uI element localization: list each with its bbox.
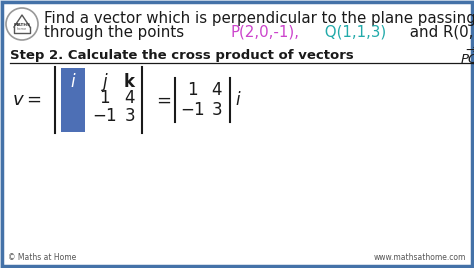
Text: Find a vector which is perpendicular to the plane passing: Find a vector which is perpendicular to … xyxy=(44,12,474,27)
Text: through the points: through the points xyxy=(44,24,189,39)
Text: P(2,0,-1),: P(2,0,-1), xyxy=(231,24,300,39)
Text: and R(0,-1,2).: and R(0,-1,2). xyxy=(405,24,474,39)
Bar xyxy=(61,68,85,132)
Text: $=$: $=$ xyxy=(153,91,171,109)
FancyBboxPatch shape xyxy=(5,5,469,263)
Text: $1$: $1$ xyxy=(187,81,199,99)
Text: Q(1,1,3): Q(1,1,3) xyxy=(320,24,386,39)
Text: $i$: $i$ xyxy=(235,91,242,109)
Text: $4$: $4$ xyxy=(211,81,223,99)
Text: $-1$: $-1$ xyxy=(92,107,118,125)
Polygon shape xyxy=(14,15,30,33)
Text: $v =$: $v =$ xyxy=(12,91,41,109)
Text: www.mathsathome.com: www.mathsathome.com xyxy=(374,253,466,262)
Text: $j$: $j$ xyxy=(101,71,109,93)
Text: $-1$: $-1$ xyxy=(181,101,206,119)
Text: $3$: $3$ xyxy=(211,101,223,119)
Text: $\overrightarrow{PQ}$: $\overrightarrow{PQ}$ xyxy=(459,45,474,67)
Text: MATHS: MATHS xyxy=(13,23,31,27)
Text: Step 2. Calculate the cross product of vectors: Step 2. Calculate the cross product of v… xyxy=(10,50,358,62)
Text: $4$: $4$ xyxy=(124,89,136,107)
FancyBboxPatch shape xyxy=(2,2,472,266)
Text: home: home xyxy=(17,28,27,32)
Text: $\mathbf{k}$: $\mathbf{k}$ xyxy=(123,73,137,91)
Text: © Maths at Home: © Maths at Home xyxy=(8,253,76,262)
Text: $i$: $i$ xyxy=(70,73,76,91)
Text: $3$: $3$ xyxy=(124,107,136,125)
Text: $1$: $1$ xyxy=(100,89,110,107)
Circle shape xyxy=(6,8,38,40)
